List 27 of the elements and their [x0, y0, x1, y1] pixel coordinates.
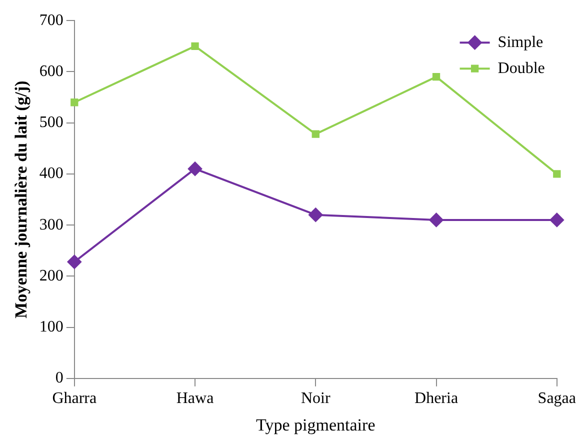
point [308, 208, 323, 222]
y-tick-label: 0 [55, 370, 64, 387]
point [432, 73, 440, 81]
x-tick-label: Hawa [176, 390, 214, 408]
y-tick-label: 400 [39, 165, 64, 182]
point [70, 98, 78, 106]
point [553, 170, 561, 178]
y-tick-label: 500 [39, 114, 64, 132]
legend-label: Simple [498, 34, 544, 51]
y-tick-label: 600 [39, 62, 64, 80]
y-tick-label: 100 [39, 318, 64, 336]
x-tick-label: Noir [300, 390, 331, 408]
y-tick-label: 300 [39, 216, 64, 234]
y-axis-title: Moyenne journalière du lait (g/j) [12, 80, 31, 318]
point [67, 254, 82, 269]
point [429, 212, 444, 227]
legend-label: Double [498, 60, 545, 77]
point [188, 162, 202, 176]
y-tick-label: 200 [39, 267, 64, 284]
point [550, 212, 564, 227]
y-tick-label: 700 [39, 12, 64, 29]
point [191, 42, 199, 50]
x-tick-label: Dheria [414, 390, 458, 408]
x-axis-title: Type pigmentaire [256, 415, 376, 434]
point [312, 130, 320, 138]
x-tick-label: Sagaa [538, 390, 576, 408]
x-tick-label: Gharra [52, 390, 97, 408]
